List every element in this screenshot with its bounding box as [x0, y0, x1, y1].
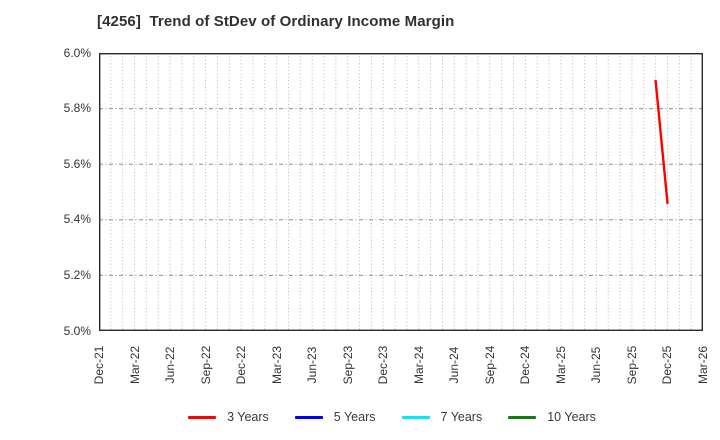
series-line-3-years	[654, 79, 669, 205]
plot-area	[98, 52, 703, 332]
legend: 3 Years 5 Years 7 Years 10 Years	[0, 408, 720, 426]
x-tick-label: Dec-24	[518, 345, 533, 385]
y-tick-label: 5.6%	[63, 156, 91, 171]
legend-line-swatch	[508, 415, 537, 419]
legend-label: 7 Years	[440, 410, 483, 424]
x-tick-label: Mar-25	[553, 346, 568, 385]
plot-canvas	[98, 52, 703, 332]
legend-line-swatch	[188, 415, 217, 419]
legend-line-swatch	[294, 415, 323, 419]
x-tick-label: Dec-21	[92, 345, 106, 385]
x-tick-label: Dec-25	[660, 345, 675, 385]
x-tick-label: Dec-23	[376, 345, 391, 385]
legend-line-swatch	[401, 415, 430, 419]
legend-label: 3 Years	[227, 410, 269, 424]
chart-title: [4256] Trend of StDev of Ordinary Income…	[97, 13, 455, 30]
x-tick-label: Mar-23	[269, 346, 284, 385]
x-tick-label: Mar-22	[127, 346, 142, 385]
x-tick-label: Sep-23	[340, 345, 355, 385]
x-tick-label: Jun-24	[447, 346, 462, 384]
y-tick-label: 6.0%	[63, 45, 91, 60]
x-tick-label: Sep-22	[198, 345, 213, 385]
legend-label: 10 Years	[547, 410, 596, 424]
x-tick-label: Sep-25	[624, 345, 639, 385]
x-tick-label: Jun-23	[305, 346, 320, 384]
x-tick-label: Mar-26	[696, 346, 710, 385]
y-tick-label: 5.0%	[63, 323, 91, 338]
y-tick-label: 5.8%	[63, 101, 91, 116]
y-tick-label: 5.4%	[63, 212, 91, 227]
x-tick-label: Jun-22	[163, 346, 178, 384]
legend-label: 5 Years	[333, 410, 376, 424]
x-tick-label: Jun-25	[589, 346, 604, 384]
axes-frame	[98, 52, 703, 332]
legend-item-5-years: 5 Years	[294, 408, 376, 426]
x-tick-label: Sep-24	[482, 345, 497, 385]
x-tick-label: Dec-22	[234, 345, 249, 385]
legend-item-3-years: 3 Years	[188, 408, 269, 426]
x-tick-label: Mar-24	[411, 346, 426, 385]
legend-item-10-years: 10 Years	[508, 408, 596, 426]
legend-item-7-years: 7 Years	[401, 408, 483, 426]
y-tick-label: 5.2%	[63, 267, 91, 282]
